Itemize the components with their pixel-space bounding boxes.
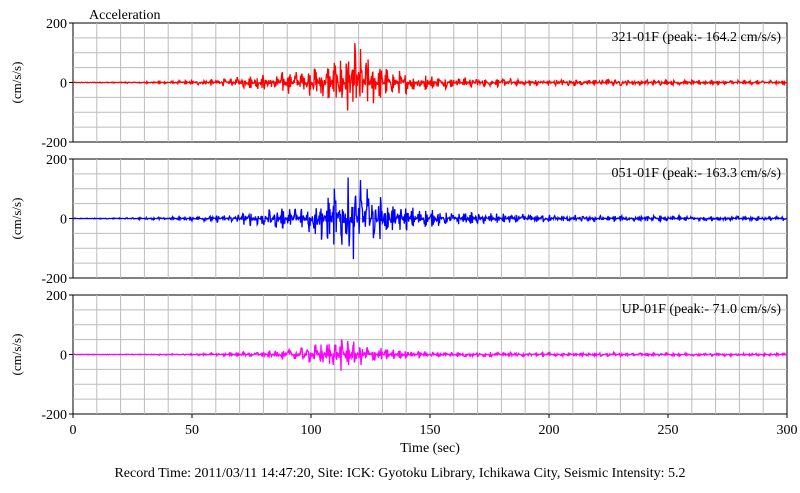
x-tick-label: 0 (70, 423, 77, 438)
series-label: 051-01F (peak:- 163.3 cm/s/s) (611, 166, 781, 181)
y-tick-label: -200 (41, 408, 67, 423)
x-tick-label: 50 (185, 423, 199, 438)
y-tick-label: -200 (41, 136, 67, 151)
y-tick-label: 0 (60, 77, 67, 92)
series-UP-01F-trace (72, 339, 788, 371)
x-tick-label: 200 (539, 423, 560, 438)
record-caption: Record Time: 2011/03/11 14:47:20, Site: … (114, 466, 686, 481)
x-axis-label: Time (sec) (400, 441, 460, 456)
series-321-01F-trace (72, 43, 788, 111)
y-axis-label: (cm/s/s) (9, 334, 24, 376)
y-axis-label: (cm/s/s) (9, 62, 24, 104)
y-tick-label: 200 (46, 153, 67, 168)
y-axis-label: (cm/s/s) (9, 198, 24, 240)
series-051-01F-trace (72, 177, 788, 260)
x-tick-label: 300 (777, 423, 798, 438)
y-tick-label: 0 (60, 349, 67, 364)
series-label: 321-01F (peak:- 164.2 cm/s/s) (611, 30, 781, 45)
x-tick-label: 150 (420, 423, 441, 438)
x-tick-label: 250 (658, 423, 679, 438)
series-label: UP-01F (peak:- 71.0 cm/s/s) (622, 302, 782, 317)
x-tick-label: 100 (301, 423, 322, 438)
chart-title: Acceleration (89, 8, 161, 23)
y-tick-label: 0 (60, 213, 67, 228)
y-tick-label: -200 (41, 272, 67, 287)
y-tick-label: 200 (46, 17, 67, 32)
y-tick-label: 200 (46, 289, 67, 304)
